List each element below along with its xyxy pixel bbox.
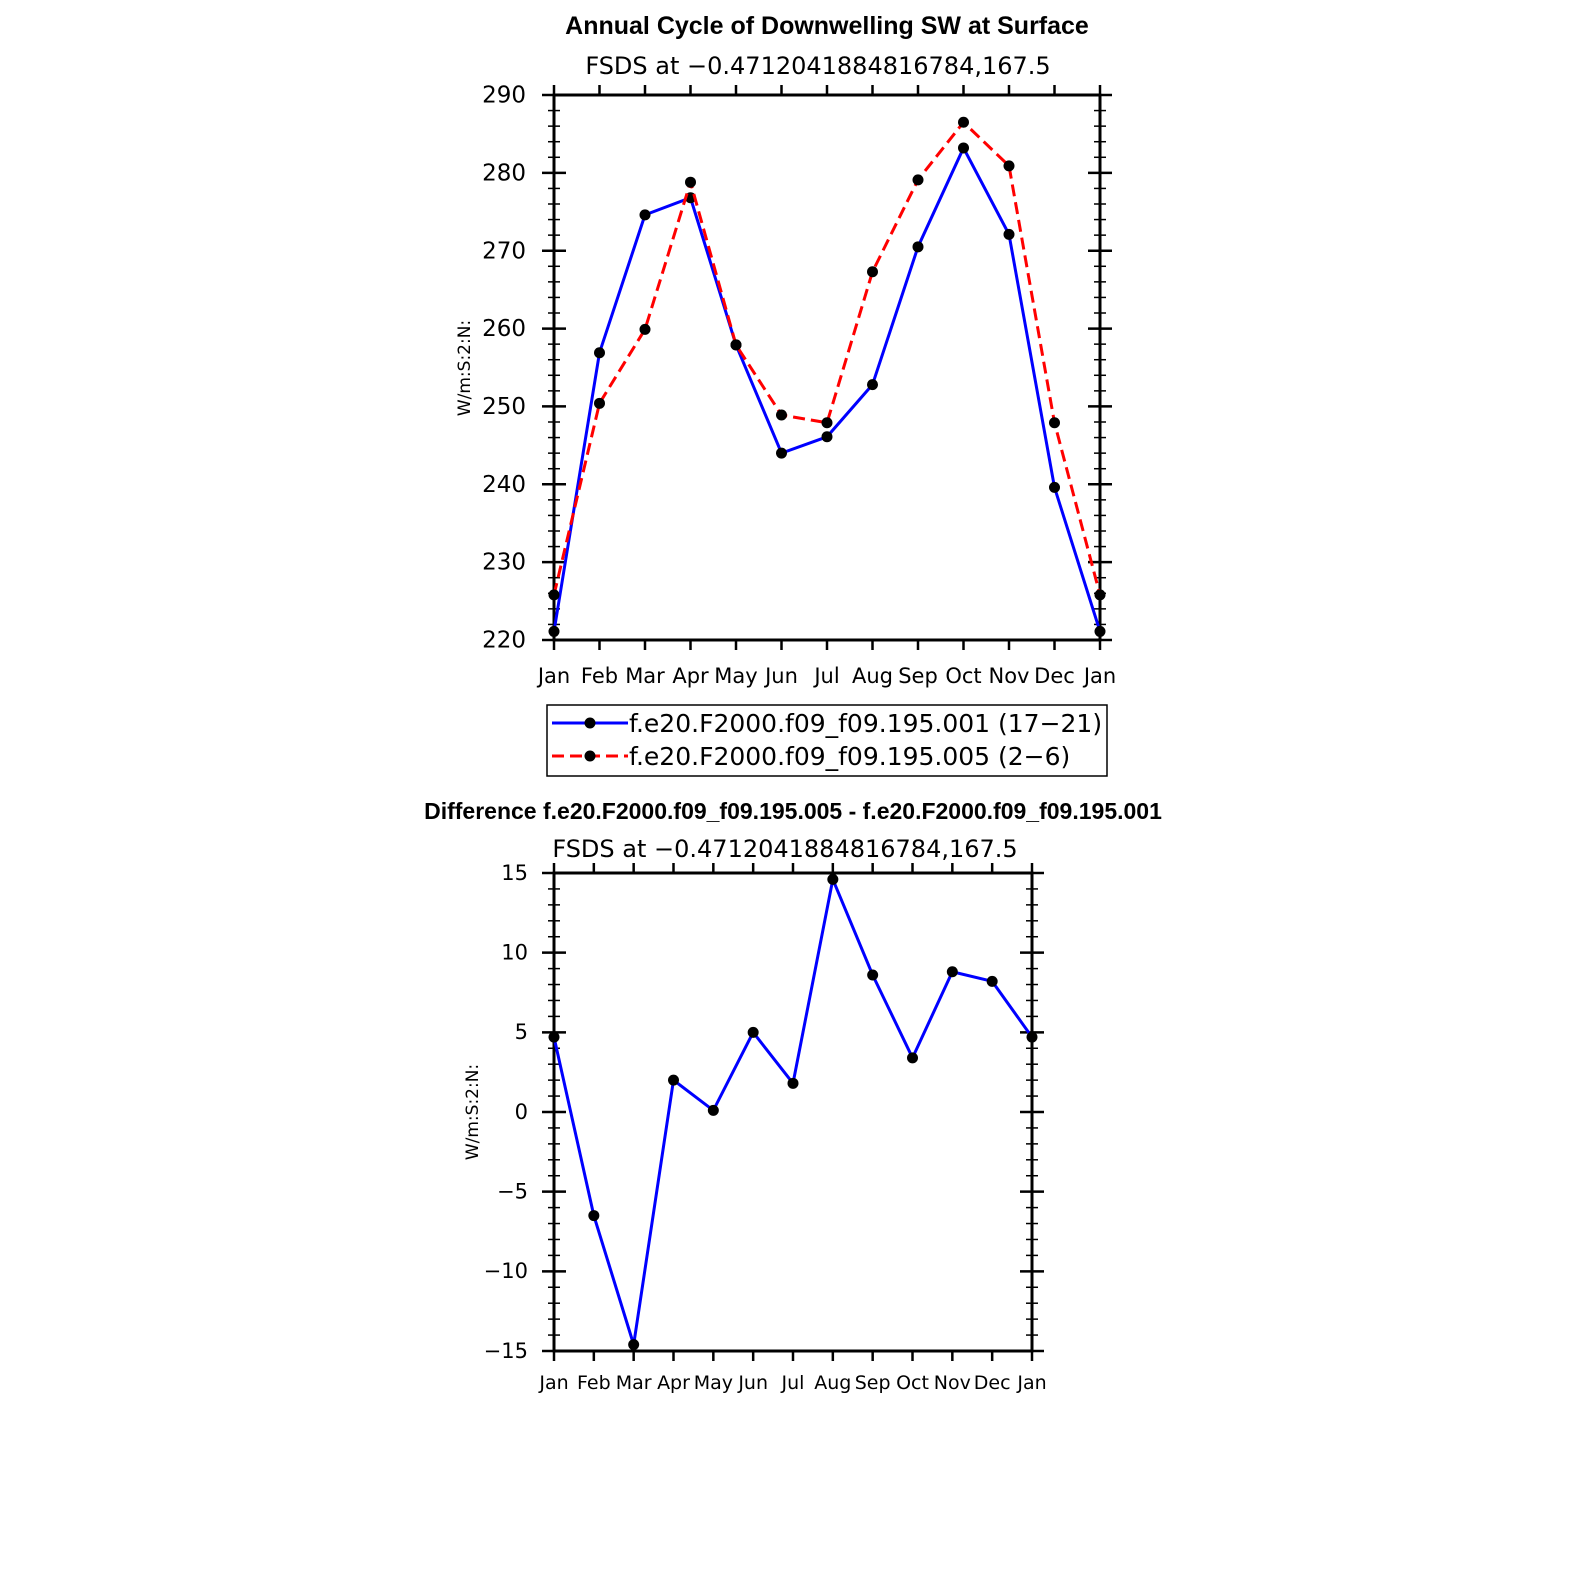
legend-entry: f.e20.F2000.f09_f09.195.005 (2−6) <box>629 742 1070 771</box>
y-axis-label: W/m:S:2:N: <box>463 1064 483 1160</box>
y-tick-label: 290 <box>482 83 526 109</box>
data-point <box>912 174 924 186</box>
data-point <box>867 379 878 391</box>
y-tick-label: 15 <box>501 861 528 885</box>
chart-title: Difference f.e20.F2000.f09_f09.195.005 -… <box>424 798 1162 824</box>
x-tick-label: May <box>694 1372 733 1394</box>
data-point <box>1094 589 1106 601</box>
x-tick-label: Apr <box>672 664 709 688</box>
data-point <box>912 241 924 253</box>
data-point <box>548 625 560 637</box>
y-tick-label: 260 <box>482 316 526 342</box>
x-tick-label: Jan <box>536 664 570 688</box>
annual-cycle-chart: Annual Cycle of Downwelling SW at Surfac… <box>455 12 1116 777</box>
data-point <box>548 589 560 601</box>
y-tick-label: 270 <box>482 238 526 264</box>
data-point <box>776 409 787 421</box>
x-tick-label: Jan <box>1016 1372 1046 1394</box>
y-tick-label: 240 <box>482 472 526 498</box>
data-point <box>594 397 605 409</box>
data-point <box>668 1074 679 1086</box>
plot-frame <box>552 93 1102 642</box>
x-tick-label: Aug <box>852 664 893 688</box>
y-tick-label: 10 <box>501 941 528 965</box>
data-point <box>958 142 969 154</box>
legend-marker <box>584 750 596 762</box>
chart-subtitle: FSDS at −0.4712041884816784,167.5 <box>585 52 1050 80</box>
x-tick-label: Oct <box>945 664 981 688</box>
legend-entry: f.e20.F2000.f09_f09.195.001 (17−21) <box>629 709 1102 738</box>
data-point <box>1026 1031 1038 1043</box>
data-point <box>588 1210 600 1222</box>
x-tick-label: Sep <box>898 664 938 688</box>
x-tick-label: Jun <box>763 664 798 688</box>
data-point <box>907 1052 918 1064</box>
x-tick-label: Nov <box>934 1372 971 1394</box>
y-tick-label: −15 <box>484 1339 528 1363</box>
y-tick-label: 230 <box>482 550 526 576</box>
x-tick-label: Jul <box>812 664 839 688</box>
data-point <box>827 873 839 885</box>
x-tick-label: Jun <box>737 1372 768 1394</box>
data-point <box>639 323 651 335</box>
x-tick-label: Jul <box>781 1372 805 1394</box>
legend: f.e20.F2000.f09_f09.195.001 (17−21) f.e20… <box>546 704 1108 777</box>
x-tick-label: Jan <box>1082 664 1116 688</box>
plot-frame <box>552 871 1034 1353</box>
data-point <box>730 339 742 351</box>
x-tick-label: Aug <box>814 1372 851 1394</box>
x-tick-label: Dec <box>974 1372 1011 1394</box>
x-tick-label: Jan <box>538 1372 568 1394</box>
data-point <box>867 969 879 981</box>
legend-marker <box>584 717 596 729</box>
x-tick-label: Dec <box>1034 664 1075 688</box>
data-point <box>594 347 605 359</box>
x-tick-label: Mar <box>625 664 665 688</box>
data-point <box>787 1077 799 1089</box>
data-point <box>821 417 833 429</box>
data-point <box>867 266 878 278</box>
data-point <box>946 966 958 978</box>
y-tick-label: −5 <box>497 1180 528 1204</box>
y-tick-label: 0 <box>515 1100 528 1124</box>
data-point <box>628 1339 640 1351</box>
data-point <box>1003 228 1015 240</box>
y-tick-label: 5 <box>515 1020 528 1044</box>
x-tick-label: Feb <box>581 664 618 688</box>
data-point <box>776 447 787 459</box>
data-point <box>821 431 833 443</box>
series-line-1 <box>552 120 1102 596</box>
data-point <box>1049 417 1060 429</box>
x-tick-label: Apr <box>657 1372 690 1394</box>
legend-box <box>546 704 1108 777</box>
series-line-0 <box>552 874 1034 1346</box>
data-point <box>639 209 651 221</box>
y-tick-label: 250 <box>482 394 526 420</box>
y-tick-label: −10 <box>484 1259 528 1283</box>
y-tick-label: 220 <box>482 628 526 654</box>
chart-subtitle: FSDS at −0.4712041884816784,167.5 <box>552 835 1017 863</box>
difference-chart: Difference f.e20.F2000.f09_f09.195.005 -… <box>424 798 1162 1394</box>
x-tick-label: Sep <box>855 1372 891 1394</box>
y-axis-label: W/m:S:2:N: <box>455 320 475 416</box>
data-point <box>958 116 969 128</box>
data-point <box>747 1026 759 1038</box>
x-tick-label: May <box>714 664 757 688</box>
data-point <box>685 176 696 188</box>
data-point <box>1094 625 1106 637</box>
data-point <box>986 975 998 987</box>
data-point <box>1003 160 1015 172</box>
x-tick-label: Nov <box>989 664 1030 688</box>
x-tick-label: Mar <box>616 1372 652 1394</box>
data-point <box>548 1031 560 1043</box>
data-point <box>707 1104 719 1116</box>
chart-title: Annual Cycle of Downwelling SW at Surfac… <box>565 12 1089 40</box>
x-tick-label: Oct <box>896 1372 929 1394</box>
y-tick-label: 280 <box>482 160 526 186</box>
data-point <box>1049 481 1060 493</box>
x-tick-label: Feb <box>577 1372 611 1394</box>
